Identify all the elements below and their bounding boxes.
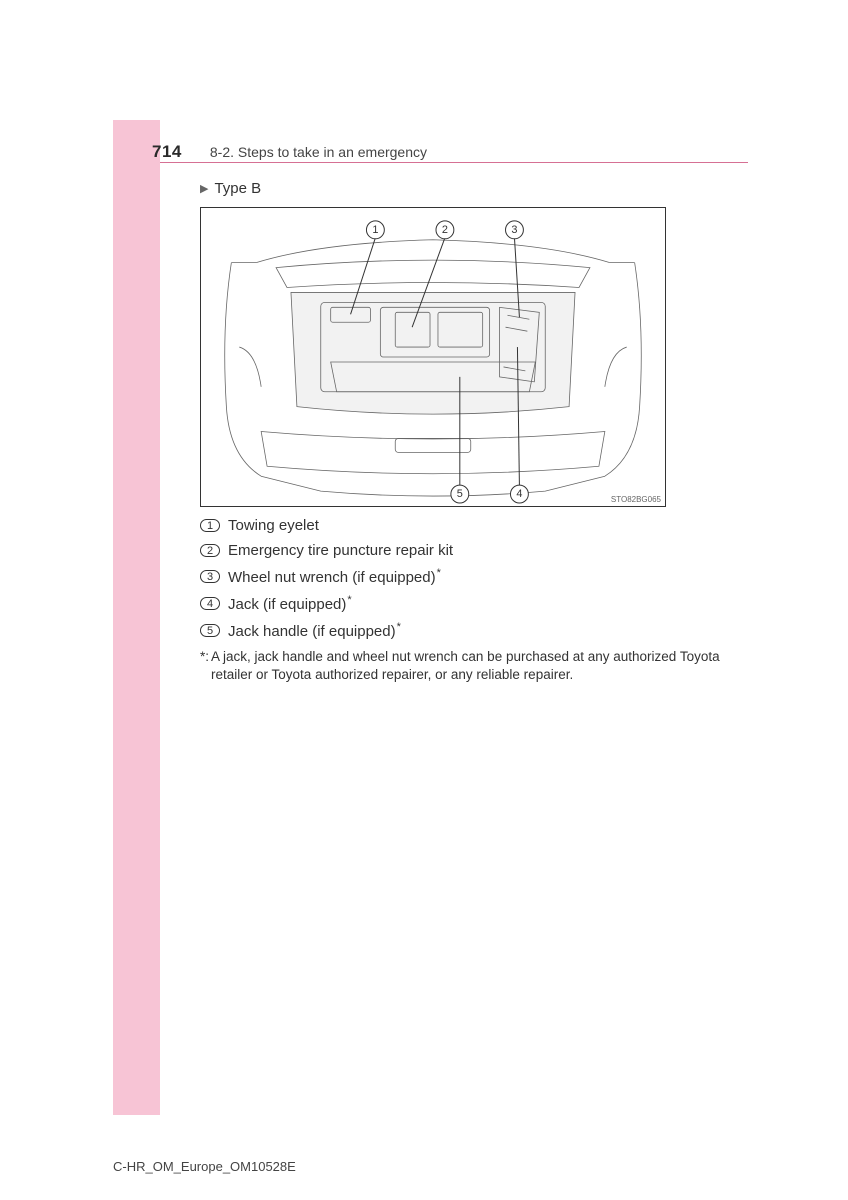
list-item: 1 Towing eyelet (200, 517, 748, 534)
item-number-badge: 4 (200, 597, 220, 610)
list-item: 4 Jack (if equipped)* (200, 594, 748, 613)
callout-5-label: 5 (457, 488, 463, 500)
section-title: 8-2. Steps to take in an emergency (210, 144, 427, 160)
item-number-badge: 1 (200, 519, 220, 532)
page-number: 714 (152, 142, 182, 162)
list-item: 3 Wheel nut wrench (if equipped)* (200, 567, 748, 586)
parts-list: 1 Towing eyelet 2 Emergency tire punctur… (200, 517, 748, 640)
callout-2-label: 2 (442, 224, 448, 236)
item-text: Jack handle (if equipped) (228, 623, 396, 640)
item-number-badge: 2 (200, 544, 220, 557)
type-label: Type B (214, 180, 261, 197)
callout-1-label: 1 (372, 224, 378, 236)
footer-document-code: C-HR_OM_Europe_OM10528E (113, 1159, 296, 1174)
header-divider (160, 162, 748, 163)
diagram-container: 1 2 3 5 4 STO82BG065 (200, 207, 666, 507)
item-number-badge: 5 (200, 624, 220, 637)
callout-4-label: 4 (516, 488, 522, 500)
diagram-code: STO82BG065 (611, 495, 661, 504)
item-text: Towing eyelet (228, 517, 319, 534)
footnote: *: A jack, jack handle and wheel nut wre… (200, 648, 748, 684)
vehicle-diagram: 1 2 3 5 4 (201, 208, 665, 506)
list-item: 2 Emergency tire puncture repair kit (200, 542, 748, 559)
list-item: 5 Jack handle (if equipped)* (200, 621, 748, 640)
type-heading: ▶ Type B (200, 180, 748, 197)
footnote-text: A jack, jack handle and wheel nut wrench… (211, 648, 748, 684)
item-text: Jack (if equipped) (228, 596, 346, 613)
footnote-marker: *: (200, 648, 209, 684)
asterisk-icon: * (397, 621, 401, 633)
asterisk-icon: * (347, 594, 351, 606)
callout-3-label: 3 (511, 224, 517, 236)
section-sidebar (113, 120, 160, 1115)
main-content: ▶ Type B (200, 180, 748, 684)
item-number-badge: 3 (200, 570, 220, 583)
arrow-icon: ▶ (200, 182, 208, 195)
item-text: Emergency tire puncture repair kit (228, 542, 453, 559)
item-text: Wheel nut wrench (if equipped) (228, 569, 436, 586)
asterisk-icon: * (437, 567, 441, 579)
